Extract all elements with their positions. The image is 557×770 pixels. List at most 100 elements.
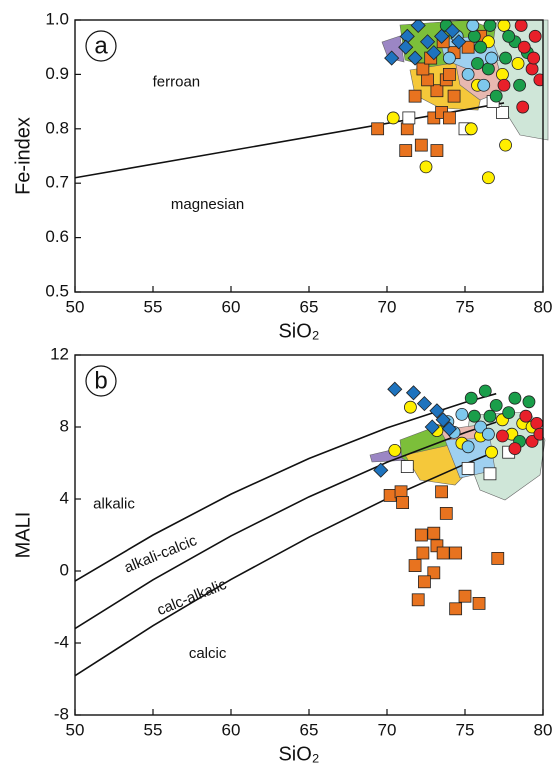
circle-point	[478, 384, 492, 398]
square-point	[442, 111, 456, 125]
square-point	[491, 552, 505, 565]
field-label: magnesian	[171, 196, 244, 213]
diamond-point	[407, 50, 423, 66]
y-tick-label: -4	[54, 632, 69, 651]
square-point	[436, 546, 450, 560]
square-point	[435, 485, 449, 499]
square-point	[414, 528, 428, 542]
diamond-point	[387, 381, 403, 397]
square-point	[400, 460, 414, 474]
circle-point	[497, 20, 511, 32]
square-point	[458, 589, 472, 603]
square-point	[383, 488, 397, 502]
circle-point	[419, 160, 433, 174]
panel-letter-circle	[85, 365, 117, 397]
circle-point	[466, 20, 480, 32]
circle-point	[467, 409, 481, 423]
x-tick-label: 65	[300, 297, 319, 316]
diamond-point	[419, 34, 436, 50]
circle-point	[474, 40, 488, 54]
circle-point	[481, 427, 495, 441]
y-axis-label: MALI	[12, 512, 34, 559]
field-label: alkali-calcic	[122, 532, 200, 577]
square-point	[461, 40, 475, 54]
circle-point	[528, 29, 542, 43]
circle-point	[522, 395, 536, 409]
square-point	[394, 485, 408, 499]
circle-point	[533, 73, 543, 87]
y-tick-label: 0.8	[45, 118, 69, 137]
y-tick-label: 0.5	[45, 281, 69, 300]
circle-point	[481, 62, 495, 76]
diamond-point	[405, 385, 422, 401]
diamond-point	[398, 39, 414, 55]
x-tick-label: 70	[378, 720, 397, 739]
circle-point	[485, 445, 498, 459]
circle-point	[499, 138, 512, 152]
x-tick-label: 55	[144, 720, 163, 739]
circle-point	[461, 440, 475, 454]
square-point	[449, 546, 463, 560]
square-point	[472, 597, 486, 610]
square-point	[427, 526, 441, 540]
square-point	[414, 138, 428, 152]
diamond-point	[373, 462, 389, 478]
square-point	[430, 84, 444, 98]
circle-point	[525, 62, 539, 76]
x-tick-label: 60	[222, 297, 241, 316]
circle-point	[483, 20, 497, 32]
circle-point	[497, 78, 511, 92]
y-tick-label: 1.0	[45, 9, 69, 28]
square-point	[399, 144, 413, 157]
square-point	[447, 89, 461, 103]
diamond-point	[416, 396, 433, 412]
circle-point	[514, 20, 528, 32]
square-point	[421, 73, 434, 87]
points	[371, 20, 543, 185]
y-tick-label: 0.7	[45, 173, 69, 192]
circle-point	[403, 400, 417, 414]
circle-point	[499, 51, 512, 65]
diamond-point	[435, 412, 451, 428]
circle-point	[533, 427, 543, 441]
y-tick-label: 8	[60, 416, 69, 435]
x-tick-label: 60	[222, 720, 241, 739]
circle-point	[464, 391, 478, 405]
x-axis-label: SiO₂	[278, 320, 319, 342]
square-point	[496, 106, 509, 119]
field-label: ferroan	[153, 74, 201, 91]
x-tick-label: 80	[534, 720, 553, 739]
square-point	[411, 593, 425, 607]
square-point	[396, 496, 410, 510]
circle-point	[442, 51, 456, 65]
square-point	[371, 122, 385, 136]
square-point	[449, 602, 463, 616]
circle-point	[483, 409, 497, 423]
square-point	[418, 575, 431, 589]
y-tick-label: 0	[60, 560, 69, 579]
diamond-point	[384, 50, 400, 66]
circle-point	[527, 51, 541, 65]
circle-point	[471, 57, 484, 70]
diamond-point	[444, 23, 461, 39]
square-point	[439, 506, 453, 520]
x-tick-label: 50	[66, 297, 85, 316]
points	[373, 381, 543, 616]
circle-point	[489, 398, 503, 412]
circle-point	[386, 111, 400, 125]
circle-point	[496, 429, 509, 443]
square-point	[408, 559, 422, 572]
circle-point	[511, 57, 525, 70]
boundary-line	[75, 421, 497, 630]
square-point	[416, 546, 430, 560]
x-tick-label: 75	[456, 720, 475, 739]
square-point	[416, 62, 430, 76]
circle-point	[467, 29, 481, 43]
x-tick-label: 50	[66, 720, 85, 739]
square-point	[442, 68, 456, 81]
circle-point	[481, 171, 495, 185]
boundary-line	[75, 392, 497, 582]
circle-point	[517, 40, 531, 54]
diamond-point	[426, 45, 442, 61]
